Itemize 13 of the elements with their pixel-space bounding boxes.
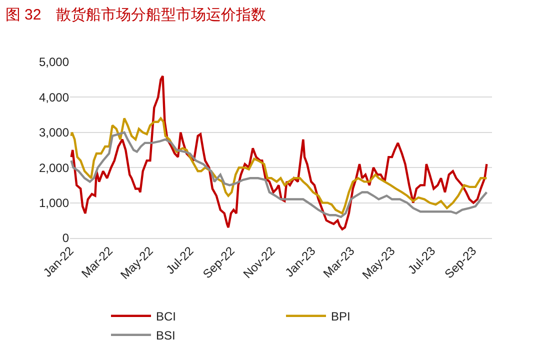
y-tick-label: 2,000: [38, 160, 70, 175]
y-tick-label: 3,000: [38, 126, 70, 140]
line-series: [70, 117, 488, 214]
chart-title: 图 32 散货船市场分船型市场运价指数: [5, 6, 266, 24]
legend-label: BCI: [156, 310, 176, 324]
line-series: [70, 74, 488, 230]
legend-label: BSI: [156, 328, 176, 343]
y-tick-label: 5,000: [38, 55, 70, 70]
legend-label: BPI: [331, 310, 350, 324]
y-tick-label: 4,000: [38, 90, 70, 104]
y-tick-label: 0: [62, 231, 70, 246]
y-tick-label: 1,000: [38, 196, 70, 210]
line-series: [70, 131, 488, 218]
